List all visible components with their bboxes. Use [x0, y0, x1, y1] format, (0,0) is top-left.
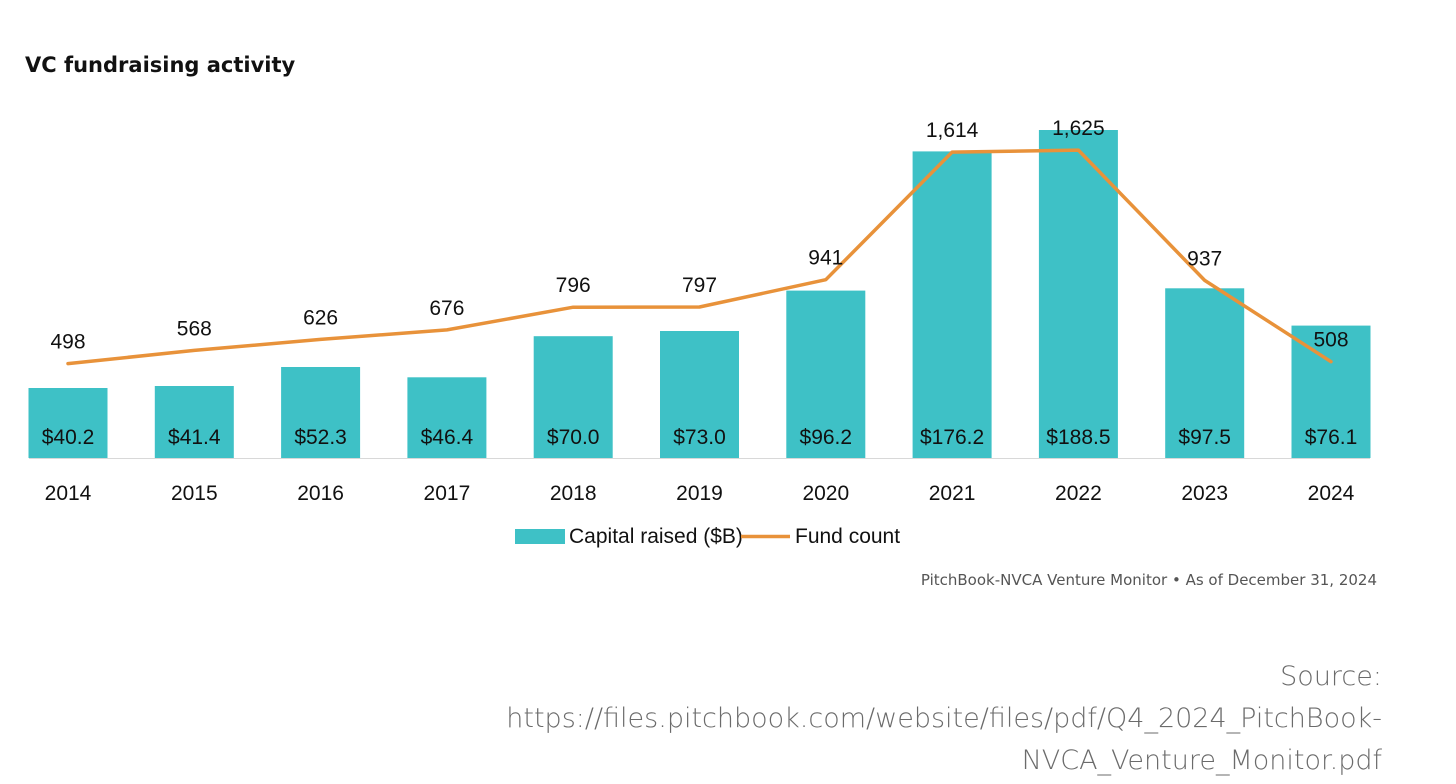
bar-2021	[912, 151, 992, 458]
bar-label-2017: $46.4	[421, 426, 474, 449]
fund-count-label-2020: 941	[808, 247, 843, 270]
labels-layer: $40.2 $41.4 $52.3 $46.4 $70.0 $73.0 $96.2 $176.…	[42, 117, 1358, 449]
bar-label-2014: $40.2	[42, 426, 95, 449]
fund-count-line	[66, 148, 1333, 366]
x-tick-label-2018: 2018	[550, 482, 597, 505]
x-tick-label-2021: 2021	[929, 482, 976, 505]
x-tick-label-2016: 2016	[297, 482, 344, 505]
bar-label-2019: $73.0	[673, 426, 726, 449]
legend: Capital raised ($B) Fund count	[515, 525, 900, 548]
bar-label-2015: $41.4	[168, 426, 221, 449]
bar-label-2024: $76.1	[1305, 426, 1358, 449]
chart-svg: VC fundraising activity $40.2 $41.4 $52.3 $…	[25, 53, 1377, 589]
x-axis: 2014 2015 2016 2017 2018 2019 2020 2021 2022 2023…	[29, 458, 1370, 505]
x-tick-label-2022: 2022	[1055, 482, 1102, 505]
source-note: PitchBook-NVCA Venture Monitor • As of D…	[921, 571, 1377, 589]
fund-count-label-2018: 796	[556, 274, 591, 297]
fund-count-label-2014: 498	[50, 331, 85, 354]
bar-label-2018: $70.0	[547, 426, 600, 449]
x-tick-label-2023: 2023	[1181, 482, 1228, 505]
bar-2014	[28, 388, 108, 458]
chart-container: VC fundraising activity $40.2 $41.4 $52.3 $…	[25, 53, 1377, 589]
fund-count-label-2023: 937	[1187, 247, 1222, 270]
source-label: Source:	[1280, 661, 1382, 692]
legend-swatch-capital-raised	[515, 529, 565, 544]
bar-2022	[1038, 130, 1118, 458]
bar-label-2022: $188.5	[1046, 426, 1110, 449]
bar-2023	[1165, 288, 1245, 458]
fund-count-label-2017: 676	[429, 297, 464, 320]
legend-label-fund-count: Fund count	[795, 525, 900, 548]
fund-count-label-2022: 1,625	[1052, 117, 1105, 140]
x-tick-label-2020: 2020	[802, 482, 849, 505]
x-tick-label-2019: 2019	[676, 482, 723, 505]
x-tick-label-2015: 2015	[171, 482, 218, 505]
bar-2020	[786, 290, 866, 458]
bar-label-2016: $52.3	[294, 426, 347, 449]
chart-title: VC fundraising activity	[25, 53, 296, 77]
source-citation: Source: https://files.pitchbook.com/webs…	[382, 656, 1382, 782]
bar-label-2023: $97.5	[1178, 426, 1231, 449]
bar-2015	[154, 386, 234, 458]
bar-2016	[281, 367, 361, 458]
bar-2019	[660, 331, 739, 458]
bar-2024	[1291, 325, 1371, 458]
fund-count-label-2024: 508	[1313, 329, 1348, 352]
source-url-line-1[interactable]: https://files.pitchbook.com/website/file…	[506, 703, 1382, 734]
source-url-line-2[interactable]: NVCA_Venture_Monitor.pdf	[1021, 745, 1382, 776]
fund-count-label-2019: 797	[682, 274, 717, 297]
fund-count-label-2015: 568	[177, 317, 212, 340]
legend-label-capital-raised: Capital raised ($B)	[569, 525, 743, 548]
fund-count-label-2021: 1,614	[926, 119, 979, 142]
x-tick-label-2024: 2024	[1308, 482, 1355, 505]
x-tick-label-2017: 2017	[424, 482, 471, 505]
bars-layer	[28, 130, 1371, 458]
x-tick-label-2014: 2014	[45, 482, 92, 505]
bar-2017	[407, 377, 487, 458]
bar-label-2021: $176.2	[920, 426, 984, 449]
bar-2018	[533, 336, 613, 458]
fund-count-label-2016: 626	[303, 306, 338, 329]
line-layer	[66, 148, 1333, 366]
bar-label-2020: $96.2	[800, 426, 853, 449]
